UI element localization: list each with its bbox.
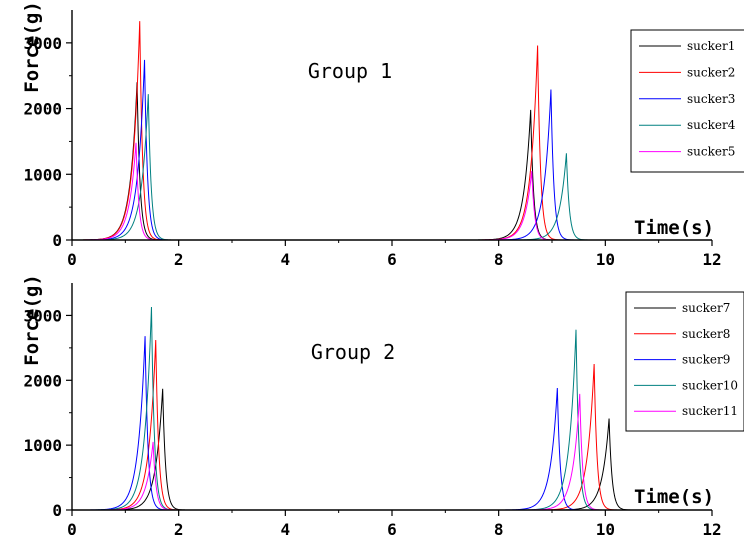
- y-tick-label: 0: [52, 231, 62, 250]
- legend-label-sucker2: sucker2: [687, 65, 735, 79]
- series-group: [72, 306, 696, 511]
- y-tick-label: 1000: [23, 165, 62, 184]
- series-line-sucker5: [72, 142, 643, 241]
- x-tick-label: 2: [174, 520, 184, 539]
- x-tick-label: 8: [494, 520, 504, 539]
- chart-title: Group 2: [311, 340, 395, 364]
- series-line-sucker8: [72, 340, 696, 511]
- series-line-sucker11: [72, 393, 696, 511]
- x-axis-title: Time(s): [634, 486, 714, 508]
- legend-label-sucker3: sucker3: [687, 92, 735, 106]
- series-group: [72, 21, 670, 241]
- y-tick-label: 3000: [23, 34, 62, 53]
- series-line-sucker7: [72, 388, 696, 511]
- x-tick-label: 0: [67, 520, 77, 539]
- x-tick-label: 8: [494, 250, 504, 269]
- x-tick-label: 0: [67, 250, 77, 269]
- y-tick-label: 3000: [23, 306, 62, 325]
- legend-label-sucker8: sucker8: [682, 327, 730, 341]
- x-tick-label: 10: [596, 250, 615, 269]
- x-tick-label: 4: [281, 520, 291, 539]
- legend-label-sucker7: sucker7: [682, 301, 730, 315]
- series-line-sucker3: [72, 59, 670, 241]
- x-axis-title: Time(s): [634, 217, 714, 239]
- legend-label-sucker5: sucker5: [687, 145, 735, 159]
- legend-label-sucker4: sucker4: [687, 118, 736, 132]
- legend-box: [625, 291, 744, 432]
- x-tick-label: 2: [174, 250, 184, 269]
- x-tick-label: 12: [702, 250, 721, 269]
- x-tick-label: 6: [387, 520, 397, 539]
- x-tick-label: 4: [281, 250, 291, 269]
- x-tick-label: 6: [387, 250, 397, 269]
- y-tick-label: 2000: [23, 371, 62, 390]
- legend-label-sucker1: sucker1: [687, 39, 735, 53]
- legend-label-sucker11: sucker11: [682, 404, 738, 418]
- series-line-sucker2: [72, 21, 670, 241]
- x-tick-label: 10: [596, 520, 615, 539]
- series-line-sucker10: [72, 306, 696, 511]
- chart-title: Group 1: [308, 59, 392, 83]
- legend: sucker1 sucker2 sucker3 sucker4 sucker5: [630, 29, 744, 173]
- x-tick-label: 12: [702, 520, 721, 539]
- y-tick-label: 1000: [23, 436, 62, 455]
- legend: sucker7 sucker8 sucker9 sucker10 sucker11: [625, 291, 744, 432]
- series-line-sucker1: [72, 82, 670, 241]
- legend-label-sucker9: sucker9: [682, 353, 730, 367]
- y-tick-label: 2000: [23, 100, 62, 119]
- legend-label-sucker10: sucker10: [682, 378, 738, 392]
- y-tick-label: 0: [52, 501, 62, 520]
- y-axis-title: Force(g): [21, 1, 43, 93]
- y-axis-title: Force(g): [21, 274, 43, 366]
- series-line-sucker4: [72, 94, 643, 241]
- legend-box: [630, 29, 744, 173]
